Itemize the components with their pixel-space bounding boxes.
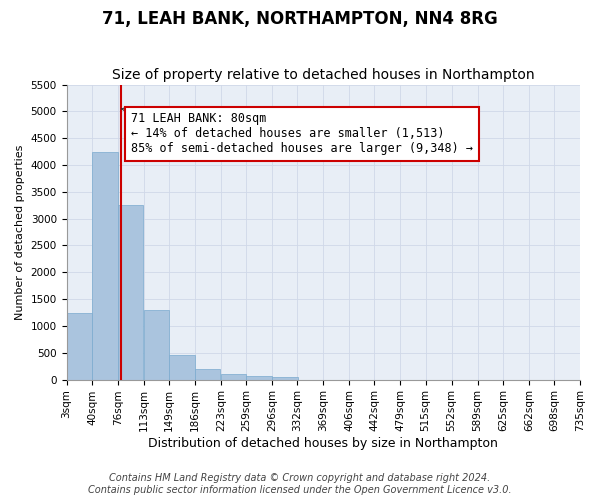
- Text: 71 LEAH BANK: 80sqm
← 14% of detached houses are smaller (1,513)
85% of semi-det: 71 LEAH BANK: 80sqm ← 14% of detached ho…: [121, 107, 473, 156]
- Bar: [246, 376, 272, 380]
- Title: Size of property relative to detached houses in Northampton: Size of property relative to detached ho…: [112, 68, 535, 82]
- Bar: [272, 377, 298, 380]
- Text: Contains HM Land Registry data © Crown copyright and database right 2024.
Contai: Contains HM Land Registry data © Crown c…: [88, 474, 512, 495]
- Bar: [169, 356, 194, 380]
- Y-axis label: Number of detached properties: Number of detached properties: [15, 144, 25, 320]
- Bar: [143, 310, 169, 380]
- Text: 71, LEAH BANK, NORTHAMPTON, NN4 8RG: 71, LEAH BANK, NORTHAMPTON, NN4 8RG: [102, 10, 498, 28]
- Bar: [67, 312, 92, 380]
- Bar: [118, 206, 143, 380]
- Bar: [92, 152, 118, 380]
- X-axis label: Distribution of detached houses by size in Northampton: Distribution of detached houses by size …: [148, 437, 498, 450]
- Bar: [221, 374, 247, 380]
- Bar: [195, 369, 220, 380]
